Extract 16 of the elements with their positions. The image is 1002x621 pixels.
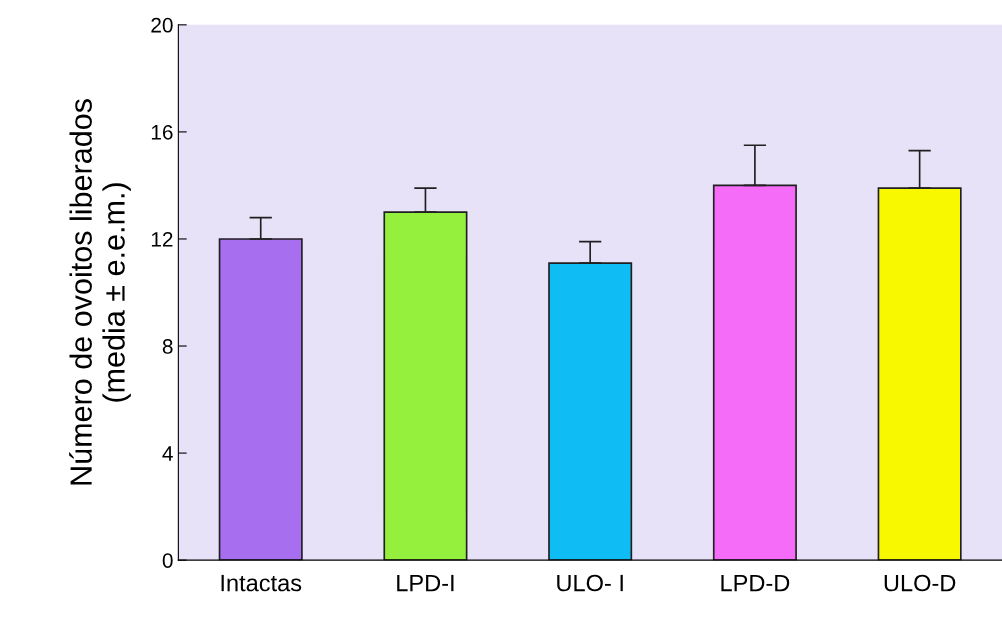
y-tick-label: 16 xyxy=(151,124,173,140)
x-tick-label: ULO- I xyxy=(557,574,623,592)
y-axis-title: Número de ovoitos liberados (media ± e.e.m.) xyxy=(69,99,131,485)
y-tick-label: 4 xyxy=(162,446,173,461)
bar xyxy=(877,187,962,561)
y-tick-label: 12 xyxy=(151,231,173,247)
y-tick-label: 0 xyxy=(162,553,173,568)
y-tick-label: 20 xyxy=(151,17,173,33)
x-tick-label: LPD-I xyxy=(397,574,454,592)
bar xyxy=(218,238,303,561)
x-tick-label: Intactas xyxy=(221,574,302,592)
bar xyxy=(548,262,633,561)
x-tick-label: ULO-D xyxy=(884,574,956,592)
bar xyxy=(383,211,468,561)
y-tick-label: 8 xyxy=(162,339,173,354)
x-tick-label: LPD-D xyxy=(721,574,790,592)
